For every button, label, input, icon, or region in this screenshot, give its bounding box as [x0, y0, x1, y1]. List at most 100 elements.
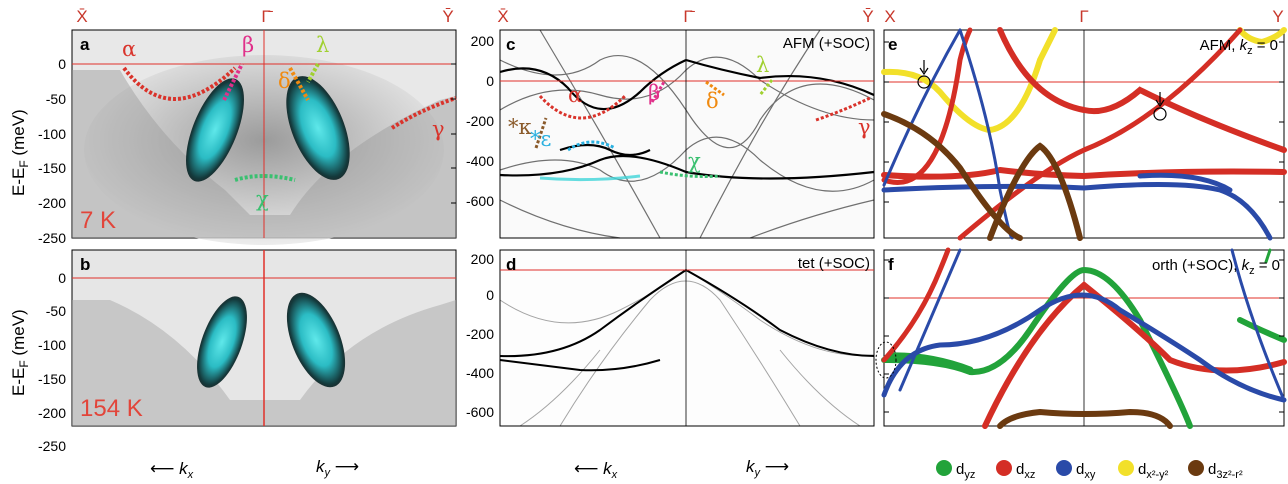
legend-label: dx²-y²: [1138, 461, 1169, 481]
panel-b-dispersion-shade: [72, 300, 456, 426]
c-chi-dash: [659, 170, 721, 178]
cd-k-axis-labels: ⟵ kx ky ⟶: [574, 457, 789, 481]
c-delta-label: δ: [706, 89, 719, 113]
c-ytick-1: 0: [486, 73, 494, 89]
panel-c: c AFM (+SOC) α β λ δ γ *κ *ε χ: [499, 29, 875, 239]
panel-c-strong-bands: [499, 58, 875, 180]
panel-d: d tet (+SOC): [499, 249, 875, 427]
a-ytick-0: 0: [58, 56, 66, 72]
a-y-label: E-EF (meV): [9, 109, 31, 196]
c-chi-label: χ: [688, 149, 701, 173]
legend-swatch: [936, 460, 952, 476]
d-ytick-0: 200: [471, 251, 495, 267]
orbital-legend: dyz dxz dxy dx²-y² d3z²-r²: [936, 460, 1243, 481]
panel-c-cyan-band: [539, 174, 641, 182]
legend-item-d3z2r2: d3z²-r²: [1188, 460, 1243, 481]
lambda-label: λ: [316, 33, 329, 57]
panel-d-letter: d: [506, 255, 516, 274]
e-crossing-circle-right: [1153, 107, 1167, 121]
panel-c-letter: c: [506, 35, 515, 54]
top-label-gamma-cd: Γ̄: [683, 7, 695, 26]
f-highlight-ellipse: [875, 341, 897, 379]
c-epsilon-label: *ε: [530, 127, 551, 151]
c-epsilon-dash: [567, 140, 616, 152]
panel-c-frame: [499, 29, 875, 239]
panel-b-right-peak: [286, 292, 346, 388]
cd-ky-label: ky ⟶: [746, 457, 789, 479]
beta-label: β: [242, 33, 254, 57]
a-ytick-2: -100: [38, 126, 66, 142]
panel-c-y-axis: 200 0 -200 -400 -600: [466, 33, 494, 209]
top-label-y-cd: Ȳ: [862, 7, 873, 26]
panel-b-letter: b: [80, 255, 90, 274]
gamma-band-dash: [390, 96, 457, 130]
delta-label: δ: [278, 69, 291, 93]
top-label-gamma-ef: Γ: [1079, 7, 1088, 26]
panel-e-title: AFM, kz = 0: [1200, 37, 1278, 57]
d-ytick-2: -200: [466, 326, 494, 342]
panel-e-letter: e: [888, 35, 897, 54]
c-lambda-dash: [758, 79, 774, 96]
top-label-x-ef: X: [884, 7, 895, 26]
panel-a-dispersion-shade: [72, 70, 456, 238]
panel-f-bands: [881, 247, 1287, 429]
b-ytick-2: -100: [38, 337, 66, 353]
legend-label: dxy: [1076, 461, 1096, 481]
c-ytick-4: -600: [466, 193, 494, 209]
top-label-gamma-ab: Γ̄: [261, 7, 273, 26]
beta-band-dash: [222, 63, 244, 101]
panel-c-title: AFM (+SOC): [783, 35, 870, 52]
cd-kx-label: ⟵ kx: [574, 459, 618, 481]
d-ytick-1: 0: [486, 287, 494, 303]
panel-e: e AFM, kz = 0: [881, 27, 1287, 241]
a-ytick-1: -50: [46, 91, 66, 107]
gamma-label: γ: [432, 117, 445, 141]
panel-a-y-axis: 0 -50 -100 -150 -200 -250: [38, 56, 66, 246]
c-lambda-label: λ: [756, 53, 769, 77]
e-arrow-left-icon: [919, 60, 929, 76]
c-kappa-label: *κ: [508, 115, 532, 139]
a-ytick-3: -150: [38, 160, 66, 176]
e-arrow-right-icon: [1155, 92, 1165, 108]
panel-a-temperature: 7 K: [80, 207, 116, 234]
legend-swatch: [996, 460, 1012, 476]
b-ytick-3: -150: [38, 371, 66, 387]
alpha-label: α: [122, 37, 136, 61]
chi-band-dash: [234, 174, 296, 182]
c-delta-dash: [705, 80, 725, 97]
panel-b-temperature: 154 K: [80, 395, 143, 422]
panel-d-title: tet (+SOC): [798, 255, 870, 272]
ab-kx-label: ⟵ kx: [150, 459, 194, 481]
b-ytick-0: 0: [58, 270, 66, 286]
lambda-band-dash: [306, 63, 320, 83]
legend-item-dxy: dxy: [1056, 460, 1096, 481]
top-label-y-ab: Ȳ: [442, 7, 453, 26]
ab-k-axis-labels: ⟵ kx ky ⟶: [150, 457, 359, 481]
panel-a-left-peak: [186, 78, 244, 182]
top-label-y-ef: Y: [1272, 7, 1283, 26]
c-ytick-2: -200: [466, 113, 494, 129]
c-ytick-3: -400: [466, 153, 494, 169]
a-ytick-5: -250: [38, 230, 66, 246]
legend-item-dxz: dxz: [996, 460, 1035, 481]
c-ytick-0: 200: [471, 33, 495, 49]
alpha-band-dash: [122, 66, 237, 101]
legend-swatch: [1118, 460, 1134, 476]
c-kappa-dash: [534, 117, 548, 149]
c-beta-dash: [650, 81, 666, 103]
a-ytick-4: -200: [38, 195, 66, 211]
panel-d-frame: [499, 249, 875, 427]
c-gamma-label: γ: [858, 115, 871, 139]
legend-swatch: [1188, 460, 1204, 476]
d-ytick-3: -400: [466, 365, 494, 381]
panel-a: a 7 K α β λ δ γ χ: [71, 29, 457, 245]
panel-e-bands: [881, 27, 1287, 241]
b-ytick-4: -200: [38, 405, 66, 421]
panel-a-right-peak: [286, 76, 350, 180]
panel-f-title: orth (+SOC), kz = 0: [1152, 257, 1280, 277]
b-y-label: E-EF (meV): [9, 309, 31, 396]
e-crossing-circle-left: [917, 75, 931, 89]
top-label-x-cd: X̄: [497, 7, 508, 26]
panel-b: b 154 K: [71, 249, 457, 427]
